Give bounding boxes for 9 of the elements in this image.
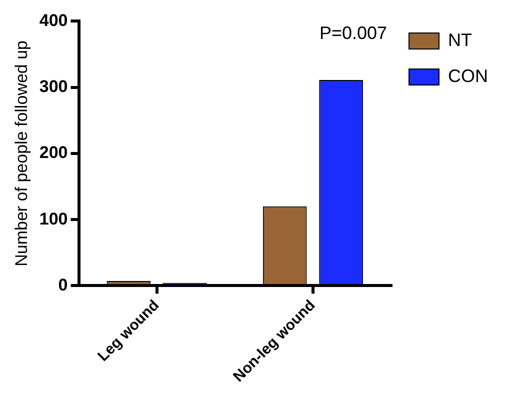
y-axis-title: Number of people followed up — [12, 40, 31, 266]
y-tick-label: 0 — [58, 275, 68, 294]
legend-label: NT — [448, 30, 472, 50]
y-tick-label: 200 — [39, 143, 68, 162]
annotation: P=0.007 — [319, 22, 387, 43]
legend-label: CON — [448, 66, 488, 86]
y-tick-label: 400 — [39, 10, 68, 30]
y-tick-label: 300 — [39, 77, 68, 96]
y-tick-label: 100 — [39, 209, 68, 228]
